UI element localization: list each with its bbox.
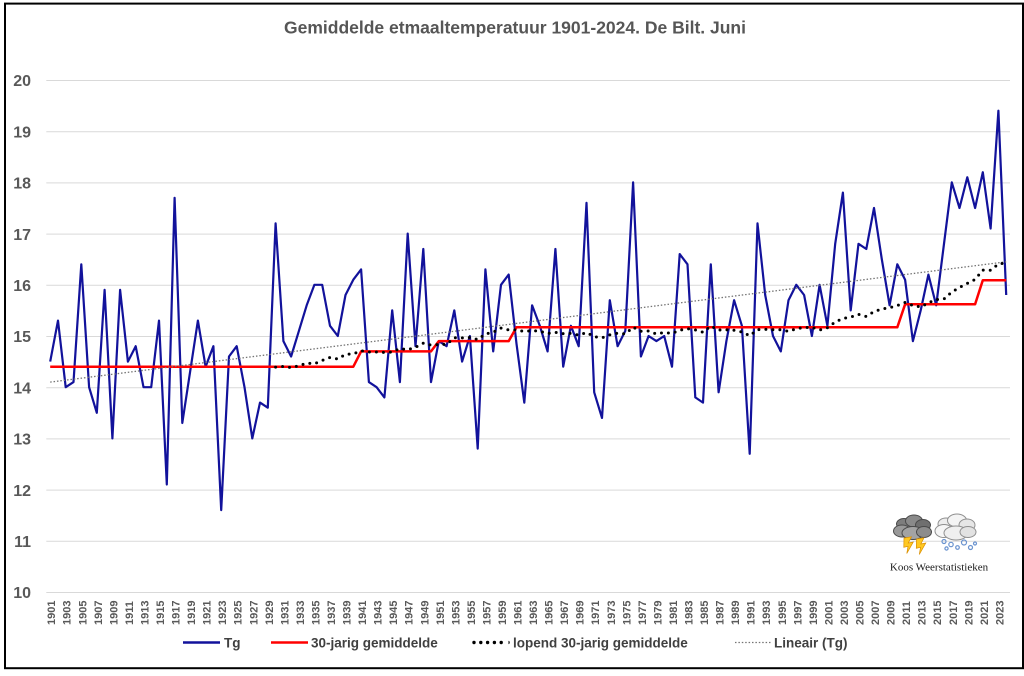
svg-text:20: 20 bbox=[13, 73, 31, 90]
svg-text:13: 13 bbox=[13, 432, 31, 449]
svg-text:1905: 1905 bbox=[77, 601, 89, 625]
svg-text:12: 12 bbox=[13, 483, 31, 500]
svg-text:18: 18 bbox=[13, 176, 31, 193]
svg-text:Gemiddelde etmaaltemperatuur 1: Gemiddelde etmaaltemperatuur 1901-2024. … bbox=[284, 18, 746, 38]
svg-text:2023: 2023 bbox=[994, 601, 1006, 625]
svg-text:1919: 1919 bbox=[186, 601, 198, 625]
svg-text:1949: 1949 bbox=[419, 601, 431, 625]
svg-text:1903: 1903 bbox=[62, 601, 74, 625]
svg-text:1915: 1915 bbox=[155, 601, 167, 625]
svg-text:2017: 2017 bbox=[948, 601, 960, 625]
svg-text:1961: 1961 bbox=[513, 601, 525, 625]
svg-text:1963: 1963 bbox=[528, 601, 540, 625]
svg-text:1913: 1913 bbox=[140, 601, 152, 625]
svg-text:Koos Weerstatistieken: Koos Weerstatistieken bbox=[890, 562, 989, 574]
svg-text:1951: 1951 bbox=[435, 601, 447, 625]
svg-text:2013: 2013 bbox=[917, 601, 929, 625]
svg-text:Tg: Tg bbox=[224, 636, 241, 651]
svg-text:1985: 1985 bbox=[699, 601, 711, 625]
svg-text:1901: 1901 bbox=[46, 601, 58, 625]
svg-text:1911: 1911 bbox=[124, 601, 136, 625]
svg-text:19: 19 bbox=[13, 124, 31, 141]
svg-text:2007: 2007 bbox=[870, 601, 882, 625]
svg-text:17: 17 bbox=[13, 227, 31, 244]
svg-text:1947: 1947 bbox=[404, 601, 416, 625]
svg-text:1965: 1965 bbox=[544, 601, 556, 625]
svg-text:1923: 1923 bbox=[217, 601, 229, 625]
svg-text:1927: 1927 bbox=[248, 601, 260, 625]
svg-text:1957: 1957 bbox=[481, 601, 493, 625]
svg-text:1929: 1929 bbox=[264, 601, 276, 625]
svg-text:2019: 2019 bbox=[963, 601, 975, 625]
svg-text:1935: 1935 bbox=[310, 601, 322, 625]
svg-text:16: 16 bbox=[13, 278, 31, 295]
svg-text:2015: 2015 bbox=[932, 601, 944, 625]
svg-text:1943: 1943 bbox=[373, 601, 385, 625]
svg-text:2003: 2003 bbox=[839, 601, 851, 625]
svg-text:1973: 1973 bbox=[606, 601, 618, 625]
svg-text:1953: 1953 bbox=[450, 601, 462, 625]
svg-text:2009: 2009 bbox=[886, 601, 898, 625]
svg-text:1917: 1917 bbox=[171, 601, 183, 625]
svg-text:1969: 1969 bbox=[575, 601, 587, 625]
svg-text:1931: 1931 bbox=[279, 601, 291, 625]
svg-text:1933: 1933 bbox=[295, 601, 307, 625]
svg-text:1979: 1979 bbox=[652, 601, 664, 625]
svg-text:2011: 2011 bbox=[901, 601, 913, 625]
svg-text:1993: 1993 bbox=[761, 601, 773, 625]
svg-text:1939: 1939 bbox=[342, 601, 354, 625]
svg-text:1983: 1983 bbox=[684, 601, 696, 625]
svg-text:1997: 1997 bbox=[792, 601, 804, 625]
svg-text:Lineair (Tg): Lineair (Tg) bbox=[774, 636, 848, 651]
svg-text:1989: 1989 bbox=[730, 601, 742, 625]
svg-text:2001: 2001 bbox=[823, 601, 835, 625]
svg-text:1907: 1907 bbox=[93, 601, 105, 625]
svg-text:1999: 1999 bbox=[808, 601, 820, 625]
svg-text:1921: 1921 bbox=[202, 601, 214, 625]
svg-text:30-jarig gemiddelde: 30-jarig gemiddelde bbox=[311, 636, 438, 651]
svg-text:1955: 1955 bbox=[466, 601, 478, 625]
svg-text:1925: 1925 bbox=[233, 601, 245, 625]
svg-text:1975: 1975 bbox=[621, 601, 633, 625]
svg-text:1977: 1977 bbox=[637, 601, 649, 625]
svg-text:1967: 1967 bbox=[559, 601, 571, 625]
svg-text:11: 11 bbox=[14, 534, 31, 551]
svg-text:14: 14 bbox=[13, 380, 31, 397]
svg-text:1909: 1909 bbox=[108, 601, 120, 625]
svg-text:10: 10 bbox=[13, 585, 31, 602]
svg-text:1971: 1971 bbox=[590, 601, 602, 625]
svg-text:2005: 2005 bbox=[855, 601, 867, 625]
svg-text:1995: 1995 bbox=[777, 601, 789, 625]
svg-text:1941: 1941 bbox=[357, 601, 369, 625]
svg-text:lopend 30-jarig gemiddelde: lopend 30-jarig gemiddelde bbox=[513, 636, 688, 651]
svg-text:15: 15 bbox=[13, 329, 31, 346]
svg-text:1991: 1991 bbox=[746, 601, 758, 625]
svg-text:1959: 1959 bbox=[497, 601, 509, 625]
svg-text:1981: 1981 bbox=[668, 601, 680, 625]
svg-text:1945: 1945 bbox=[388, 601, 400, 625]
svg-text:1937: 1937 bbox=[326, 601, 338, 625]
svg-text:2021: 2021 bbox=[979, 601, 991, 625]
svg-text:1987: 1987 bbox=[715, 601, 727, 625]
